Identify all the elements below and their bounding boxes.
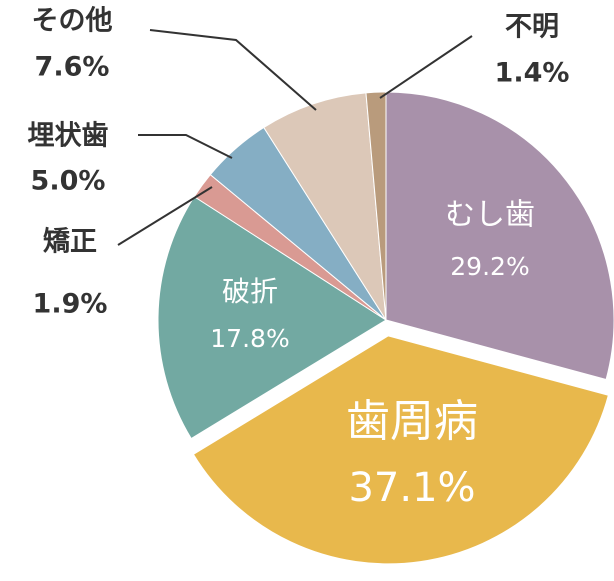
leader-line [149,29,317,111]
slice-label: 埋状歯 [28,121,109,152]
slice-value-label: 17.8% [210,324,289,353]
slice-label: むし歯 [445,198,535,233]
slice-value-label: 7.6% [35,52,110,83]
slice-value-label: 37.1% [348,465,475,511]
pie [157,91,614,565]
slice-value-label: 1.9% [33,289,108,320]
slice-label: 破折 [222,275,278,308]
slice-value-label: 29.2% [450,252,529,281]
pie-slice [365,91,387,321]
pie-slice [385,91,614,381]
pie-slice [192,335,609,565]
leader-line [117,186,213,246]
slice-label: その他 [32,6,113,37]
slice-label: 歯周病 [346,396,478,447]
pie-slice [157,195,387,440]
slice-label: 不明 [505,12,559,43]
leader-lines [117,29,473,246]
leader-line [379,35,473,99]
leader-line [138,134,233,159]
slice-label: 矯正 [43,227,97,258]
slice-value-label: 1.4% [495,58,570,89]
pie-slice [263,92,387,321]
slice-value-label: 5.0% [31,166,106,197]
